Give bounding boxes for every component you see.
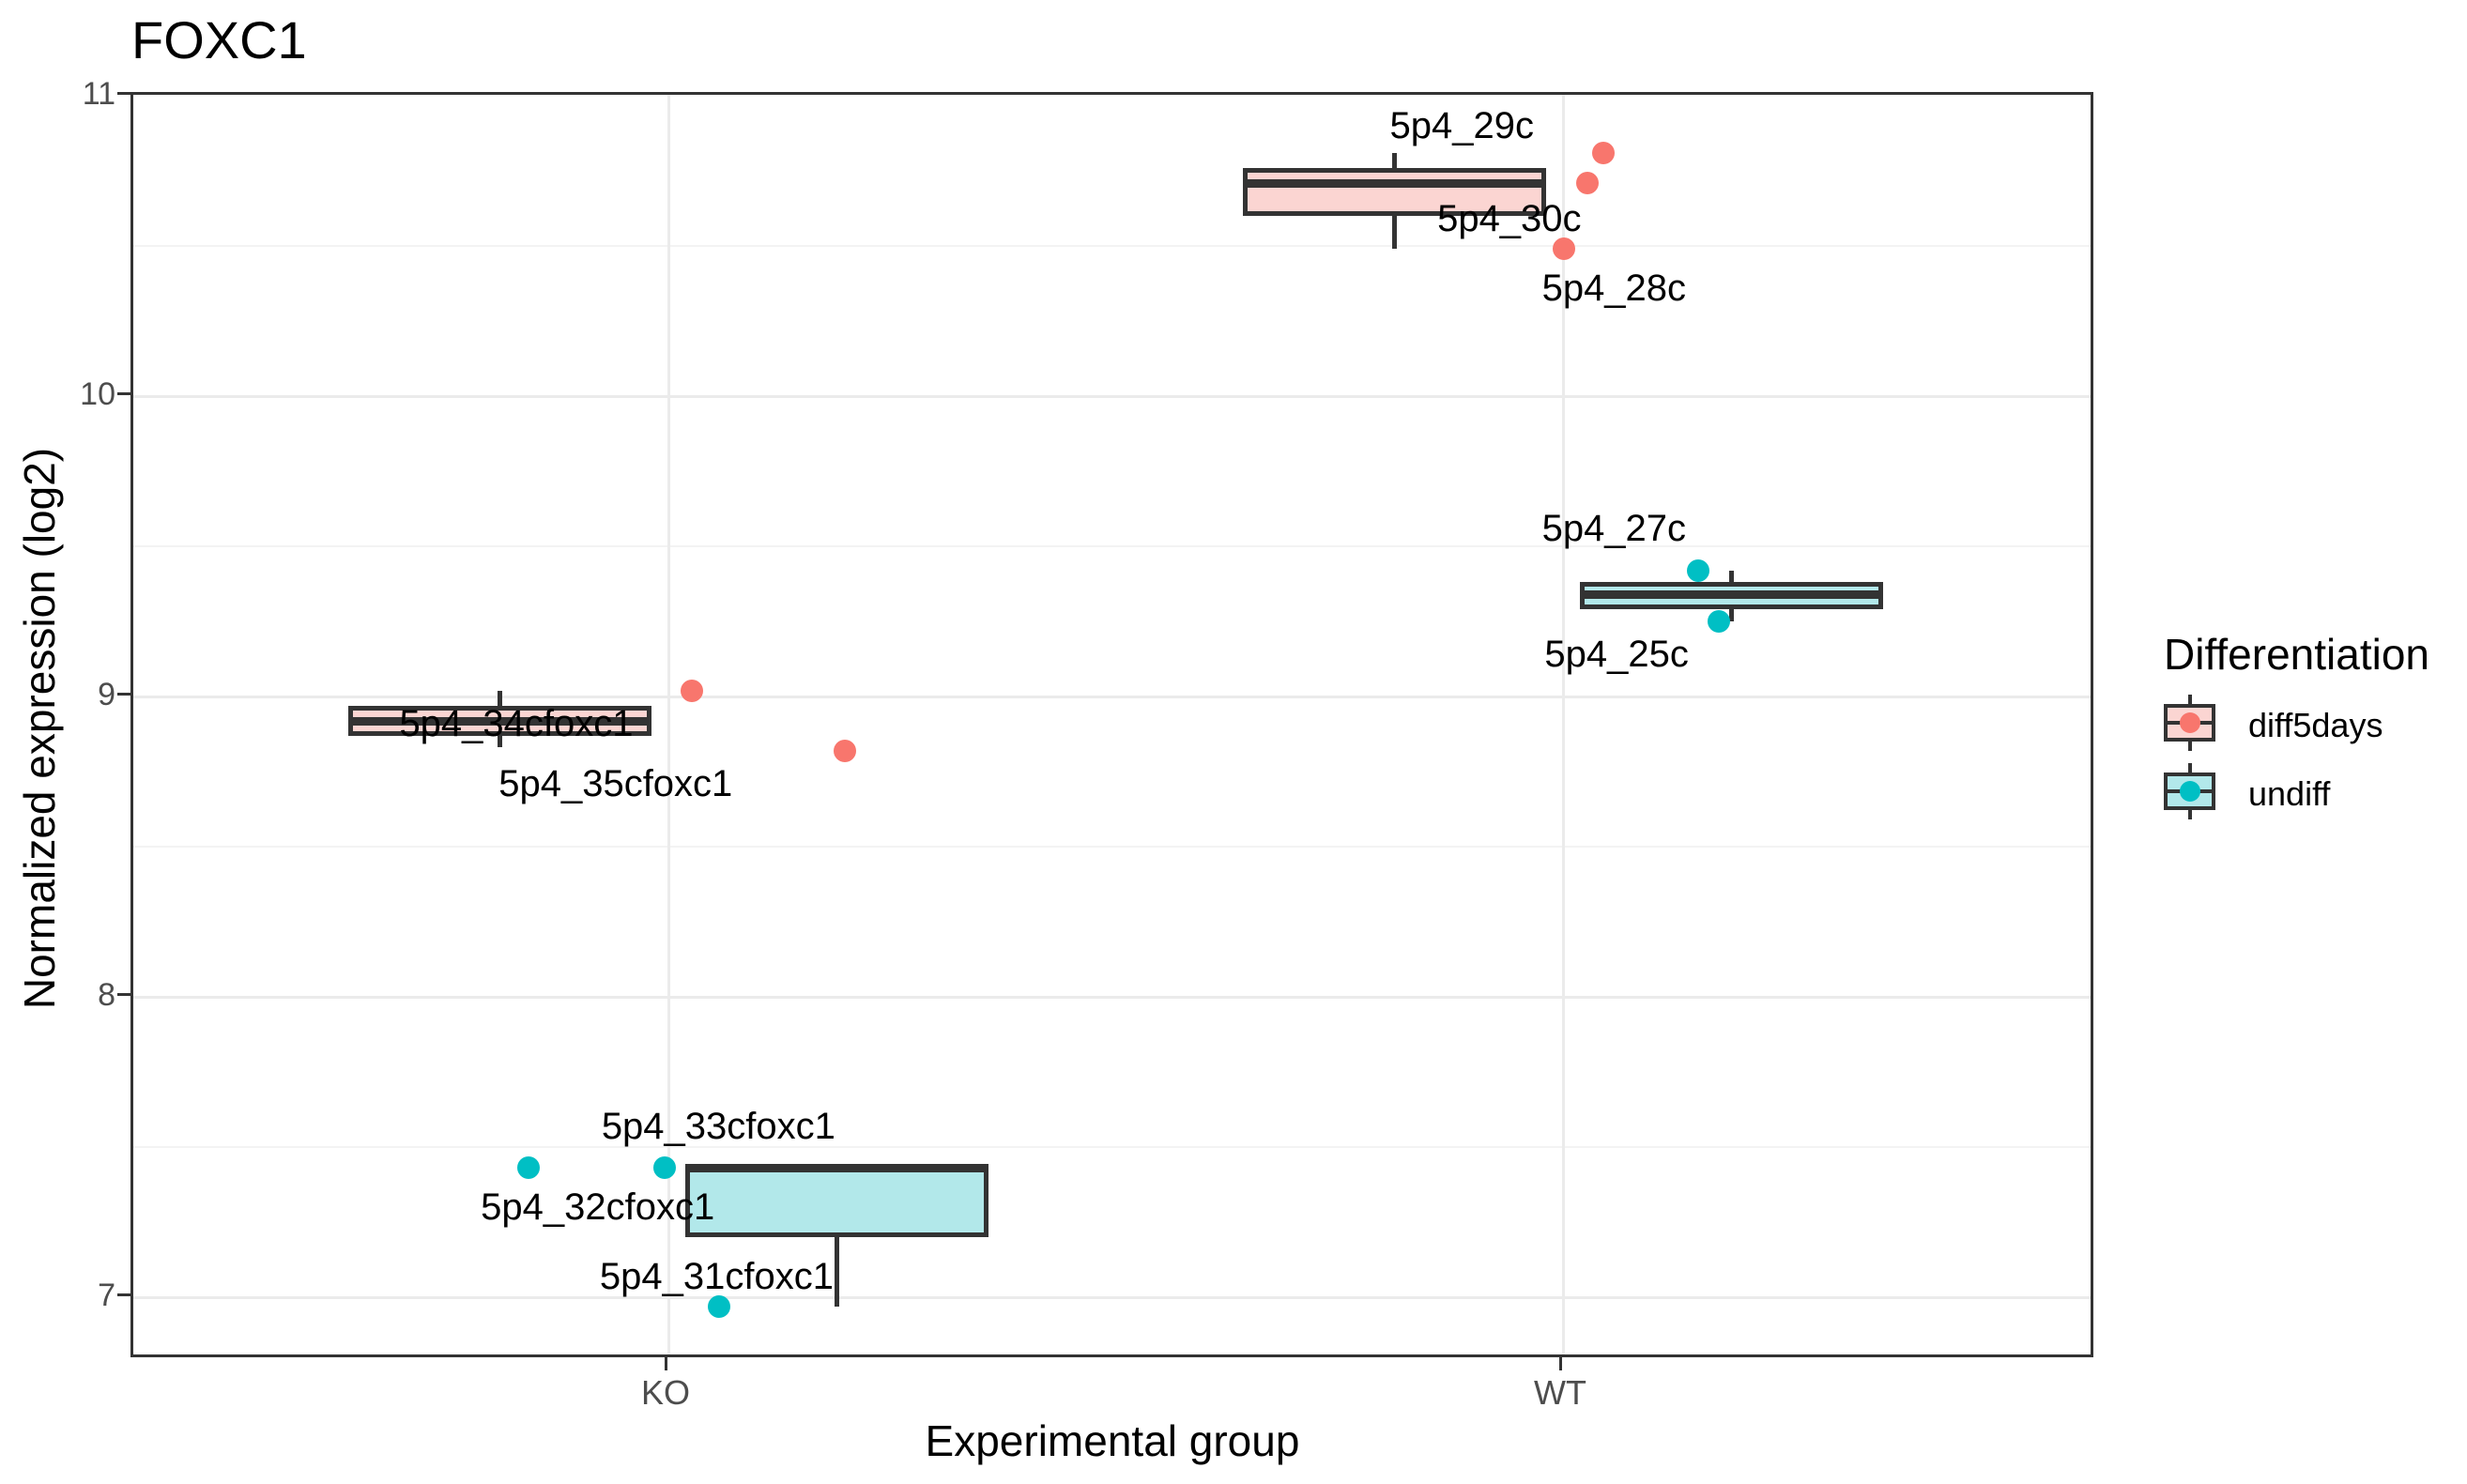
box-WT-diff5days (1243, 167, 1547, 216)
plot-panel: 5p4_29c 5p4_30c 5p4_28c 5p4_27c 5p4_25c 5p4_3… (130, 92, 2093, 1357)
gridline-major-y (133, 1296, 2091, 1299)
data-point-5p4_32cfoxc1 (517, 1156, 541, 1180)
point-label-5p4_27c: 5p4_27c (1541, 507, 1687, 549)
y-axis-tick (117, 1293, 130, 1296)
whisker-lower-WT-diff5days (1392, 216, 1398, 250)
gridline-minor-y (133, 846, 2091, 848)
legend-item-diff5days: diff5days (2164, 695, 2445, 751)
data-point-5p4_31cfoxc1 (708, 1294, 731, 1318)
point-label-5p4_31cfoxc1: 5p4_31cfoxc1 (599, 1255, 834, 1297)
legend-title: Differentiation (2164, 630, 2429, 679)
data-point-5p4_34cfoxc1 (680, 679, 703, 702)
data-point-5p4_25c (1707, 610, 1730, 633)
point-label-5p4_35cfoxc1: 5p4_35cfoxc1 (498, 762, 733, 804)
y-axis-tick-label: 10 (80, 376, 115, 412)
y-axis-tick (117, 392, 130, 395)
point-label-5p4_29c: 5p4_29c (1389, 105, 1535, 146)
point-label-5p4_25c: 5p4_25c (1544, 634, 1689, 676)
legend-item-undiff: undiff (2164, 763, 2445, 819)
legend-key-boxplot-icon (2164, 763, 2216, 819)
data-point-5p4_28c (1552, 237, 1575, 261)
gridline-minor-y (133, 545, 2091, 547)
gridline-minor-y (133, 245, 2091, 247)
gridline-major-y (133, 395, 2091, 398)
plot-title: FOXC1 (131, 10, 307, 69)
box-KO-undiff (684, 1168, 988, 1237)
whisker-lower-KO-diff5days (498, 735, 503, 748)
data-point-5p4_33cfoxc1 (653, 1156, 677, 1180)
point-label-5p4_28c: 5p4_28c (1541, 267, 1687, 309)
gridline-major-y (133, 696, 2091, 698)
gridline-major-x (1562, 95, 1565, 1354)
whisker-upper-WT-diff5days (1392, 152, 1398, 168)
y-axis-tick (117, 993, 130, 996)
whisker-lower-WT-undiff (1728, 609, 1734, 621)
data-point-5p4_35cfoxc1 (833, 739, 856, 762)
median-WT-diff5days (1243, 178, 1547, 188)
whisker-upper-WT-undiff (1728, 570, 1734, 583)
x-axis-tick (665, 1357, 667, 1370)
data-point-5p4_30c (1575, 171, 1599, 194)
legend-label-diff5days: diff5days (2248, 706, 2383, 744)
median-KO-diff5days (348, 716, 652, 726)
point-label-5p4_34cfoxc1: 5p4_34cfoxc1 (399, 702, 634, 744)
y-axis-tick-label: 7 (98, 1277, 115, 1313)
data-point-5p4_27c (1686, 558, 1709, 582)
point-label-5p4_30c: 5p4_30c (1437, 198, 1582, 240)
median-WT-undiff (1579, 590, 1883, 600)
legend-key-point (2180, 712, 2200, 733)
legend-key-point (2180, 781, 2200, 802)
y-axis-tick-label: 8 (98, 977, 115, 1013)
y-axis-tick (117, 693, 130, 696)
x-axis-title: Experimental group (925, 1416, 1300, 1465)
legend-label-undiff: undiff (2248, 774, 2331, 813)
whisker-lower-KO-undiff (834, 1237, 839, 1307)
point-label-5p4_32cfoxc1: 5p4_32cfoxc1 (481, 1186, 715, 1228)
x-axis-tick-label: KO (640, 1373, 690, 1412)
y-axis-tick-label: 11 (82, 76, 115, 112)
median-KO-undiff (684, 1164, 988, 1173)
gridline-minor-y (133, 1146, 2091, 1148)
y-axis-tick-label: 9 (98, 677, 115, 712)
x-axis-tick (1559, 1357, 1562, 1370)
legend-key-boxplot-icon (2164, 695, 2216, 751)
x-axis-tick-label: WT (1534, 1373, 1586, 1412)
data-point-5p4_29c (1591, 141, 1615, 164)
point-label-5p4_33cfoxc1: 5p4_33cfoxc1 (601, 1105, 835, 1147)
gridline-major-x (667, 95, 670, 1354)
y-axis-tick (117, 92, 130, 95)
whisker-upper-KO-diff5days (498, 690, 503, 706)
gridline-major-y (133, 996, 2091, 999)
